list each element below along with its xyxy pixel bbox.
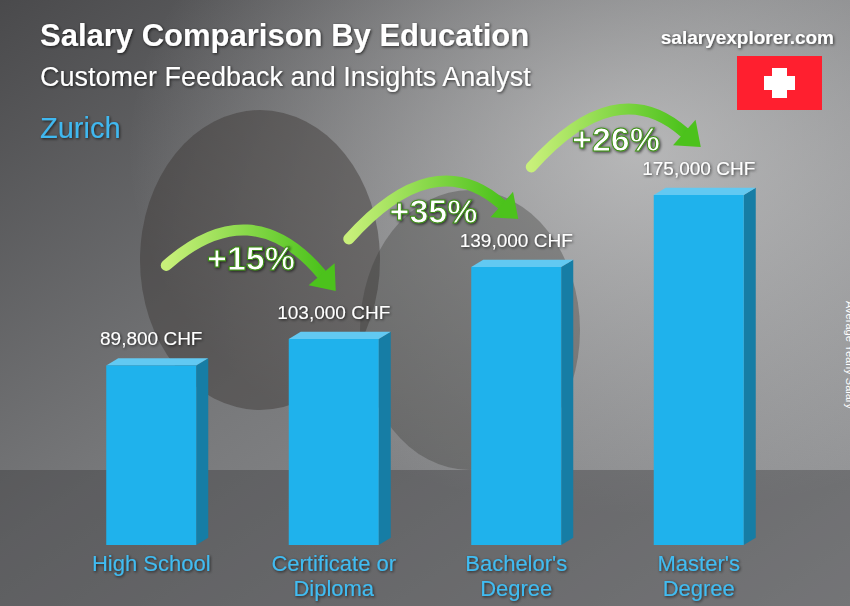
bar-top [106,358,208,365]
change-arrow [531,109,701,167]
annotation: +35% [390,192,478,230]
x-tick-label: Bachelor'sDegree [465,551,567,601]
x-tick-label-line: High School [92,551,211,576]
x-tick-label-line: Master's [658,551,740,576]
location: Zurich [40,112,121,144]
chart: Salary Comparison By Education Customer F… [0,0,850,606]
x-tick-label-line: Bachelor's [465,551,567,576]
arrow-head [491,192,519,219]
arrow-body [531,109,684,167]
data-label: 175,000 CHF [642,158,755,179]
x-tick-label-line: Degree [480,576,552,601]
x-tick-label: Certificate orDiploma [271,551,396,601]
title: Salary Comparison By Education [40,18,529,53]
bar-side [561,260,573,545]
x-tick-label: High School [92,551,211,576]
x-tick-label: Master'sDegree [658,551,740,601]
arrow-head [309,263,336,291]
bar-top [654,188,756,195]
change-arrow [349,181,519,239]
bar-side [379,332,391,545]
flag [737,56,822,110]
bar-side [196,358,208,545]
subtitle: Customer Feedback and Insights Analyst [40,62,531,92]
bar [654,195,744,545]
source: salaryexplorer.com [661,27,834,48]
flag-field [737,56,822,110]
data-label: 139,000 CHF [460,230,573,251]
x-tick-label-line: Certificate or [271,551,396,576]
background-light [0,0,850,606]
bar-group [654,188,756,545]
flag-cross [764,76,795,90]
data-label: 103,000 CHF [277,302,390,323]
bar-side [744,188,756,545]
arrow-body [349,181,502,239]
annotation: +15% [207,239,295,277]
bar [289,339,379,545]
bar-group [106,358,208,545]
bar-top [289,332,391,339]
x-tick-label-line: Diploma [293,576,374,601]
data-label: 89,800 CHF [100,328,202,349]
change-arrow [166,230,336,291]
bar [471,267,561,545]
bar-group [471,260,573,545]
bar [106,365,196,545]
bars [106,188,756,545]
y-axis-label: Average Yearly Salary [844,301,850,410]
arrow-head [673,120,701,147]
bar-top [471,260,573,267]
bar-group [289,332,391,545]
x-tick-label-line: Degree [663,576,735,601]
annotation: +26% [572,120,660,158]
background [0,0,850,606]
